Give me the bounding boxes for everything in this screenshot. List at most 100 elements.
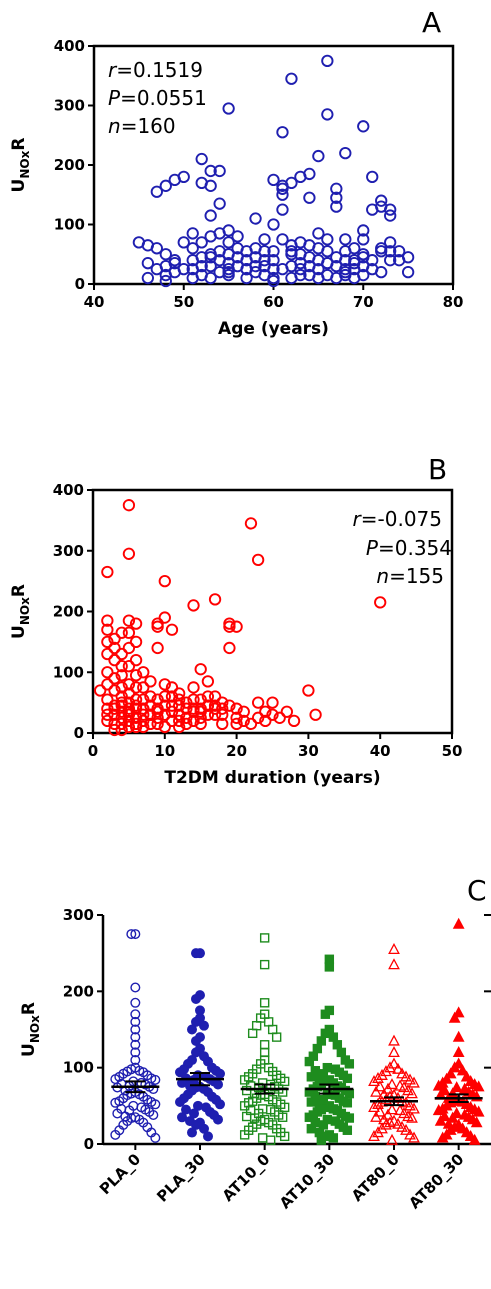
data-point (173, 720, 186, 734)
data-point (396, 1067, 408, 1079)
data-point (444, 1067, 457, 1079)
data-point (316, 1036, 327, 1046)
data-point (321, 233, 334, 246)
stat-annotation: r=-0.075 (353, 507, 442, 531)
data-point (151, 711, 164, 724)
data-point (330, 191, 343, 204)
data-point (208, 708, 222, 721)
data-point (208, 690, 222, 703)
data-point (176, 1112, 187, 1123)
data-point (110, 1129, 121, 1140)
data-point (348, 242, 361, 255)
data-point (320, 1009, 331, 1019)
data-point (376, 1122, 388, 1134)
data-point (223, 699, 236, 712)
data-point (204, 209, 217, 222)
data-point (195, 236, 208, 249)
data-point (129, 635, 143, 649)
data-point (158, 574, 171, 588)
data-point (214, 1068, 225, 1079)
data-point (194, 705, 207, 718)
x-tick-label: 80 (443, 293, 464, 311)
data-point (150, 1074, 161, 1085)
data-point (115, 711, 128, 724)
data-point (130, 1016, 141, 1027)
data-point (285, 72, 298, 85)
x-tick-label: 30 (298, 742, 319, 760)
data-point (400, 1123, 412, 1135)
data-point (344, 1059, 355, 1069)
data-point (472, 1105, 485, 1117)
data-point (212, 1079, 223, 1090)
y-tick-label: 300 (53, 542, 84, 560)
data-point (368, 1100, 380, 1113)
data-point (101, 708, 114, 721)
data-point (303, 191, 316, 204)
data-point (101, 647, 114, 661)
data-point (244, 517, 258, 530)
data-point (285, 176, 298, 190)
data-point (304, 1112, 315, 1122)
data-point (194, 693, 207, 706)
x-tick-label: 50 (173, 293, 194, 311)
data-point (263, 1017, 274, 1027)
data-point (130, 982, 141, 993)
data-point (165, 699, 179, 712)
data-point (321, 245, 334, 258)
data-point (174, 1097, 185, 1108)
data-point (249, 1113, 260, 1123)
data-point (158, 708, 171, 721)
data-point (230, 702, 243, 715)
data-point (122, 696, 136, 709)
data-point (470, 1116, 483, 1128)
data-point (244, 717, 258, 731)
data-point (316, 1135, 327, 1145)
data-point (374, 596, 387, 609)
data-point (137, 693, 150, 706)
data-point (267, 274, 280, 288)
data-point (357, 233, 370, 246)
data-point (190, 1047, 201, 1058)
data-point (434, 1114, 447, 1126)
data-point (384, 236, 397, 249)
data-point (216, 702, 229, 715)
data-point (208, 702, 222, 715)
data-point (384, 209, 397, 222)
y-axis-title: UNOxR (9, 584, 32, 639)
y-tick-label: 0 (74, 724, 84, 742)
data-point (388, 1046, 400, 1058)
data-point (115, 705, 128, 718)
data-point (150, 185, 163, 198)
data-point (101, 666, 114, 679)
x-tick-label: AT10_30 (276, 1150, 338, 1212)
data-point (188, 1108, 199, 1119)
panel-a: 0 100 200 300 400 40 50 60 70 80 Age (years) UNOxR A… (9, 6, 463, 339)
data-point (216, 696, 229, 709)
data-point (374, 1105, 386, 1117)
data-point (129, 711, 143, 724)
data-point (180, 711, 193, 724)
data-point (108, 653, 121, 667)
data-point (165, 705, 179, 718)
data-point (267, 1024, 278, 1035)
data-point (187, 714, 200, 727)
data-point (137, 702, 150, 715)
data-point (195, 259, 208, 273)
data-point (108, 708, 121, 721)
data-point (122, 678, 136, 691)
data-point (130, 1047, 141, 1058)
data-point (344, 1088, 355, 1099)
data-point (198, 1020, 209, 1031)
data-point (173, 687, 186, 700)
data-point (168, 257, 181, 270)
data-point (186, 242, 199, 255)
data-point (357, 120, 370, 133)
data-point (190, 948, 201, 959)
data-point (230, 717, 243, 731)
data-point (304, 1056, 315, 1067)
panel-label: A (422, 6, 441, 39)
data-point (122, 614, 136, 627)
data-point (230, 620, 243, 633)
data-point (251, 711, 265, 724)
